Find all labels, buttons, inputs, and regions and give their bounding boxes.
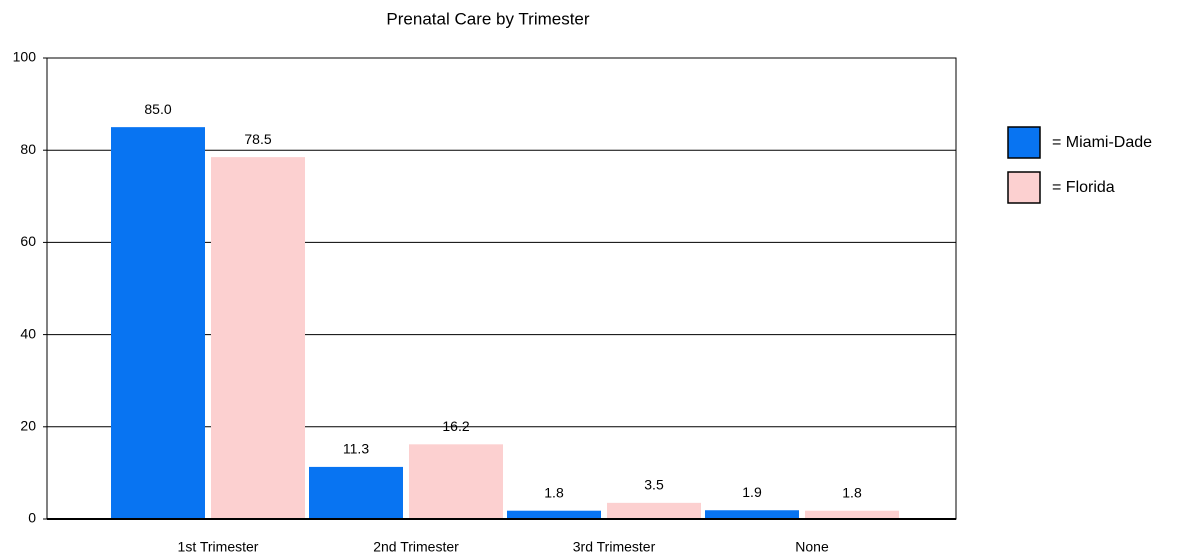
data-label: 16.2 [442,418,469,434]
data-label: 3.5 [644,477,664,493]
legend-swatch [1007,126,1041,159]
legend-swatch [1007,171,1041,204]
x-tick-label: 1st Trimester [178,539,259,555]
data-label: 1.9 [742,484,762,500]
chart-title: Prenatal Care by Trimester [386,9,589,28]
legend-label: = Miami-Dade [1052,134,1152,151]
y-tick-label: 100 [13,49,37,65]
x-tick-label: 3rd Trimester [573,539,656,555]
bar [805,510,899,519]
data-label: 85.0 [144,101,171,117]
bar [309,466,403,519]
y-tick-label: 80 [20,141,36,157]
data-label: 1.8 [842,484,862,500]
bar [607,502,701,519]
y-tick-label: 0 [28,510,36,526]
data-label: 1.8 [544,484,564,500]
bar [409,444,503,519]
bar [111,127,205,520]
bar [705,510,799,519]
data-label: 78.5 [244,131,271,147]
x-tick-label: 2nd Trimester [373,539,459,555]
y-tick-label: 40 [20,325,36,341]
bar [507,510,601,519]
legend-label: = Florida [1052,179,1115,196]
x-tick-label: None [795,539,829,555]
y-tick-label: 20 [20,418,36,434]
bar [211,157,305,520]
y-tick-label: 60 [20,233,36,249]
data-label: 11.3 [343,441,369,457]
